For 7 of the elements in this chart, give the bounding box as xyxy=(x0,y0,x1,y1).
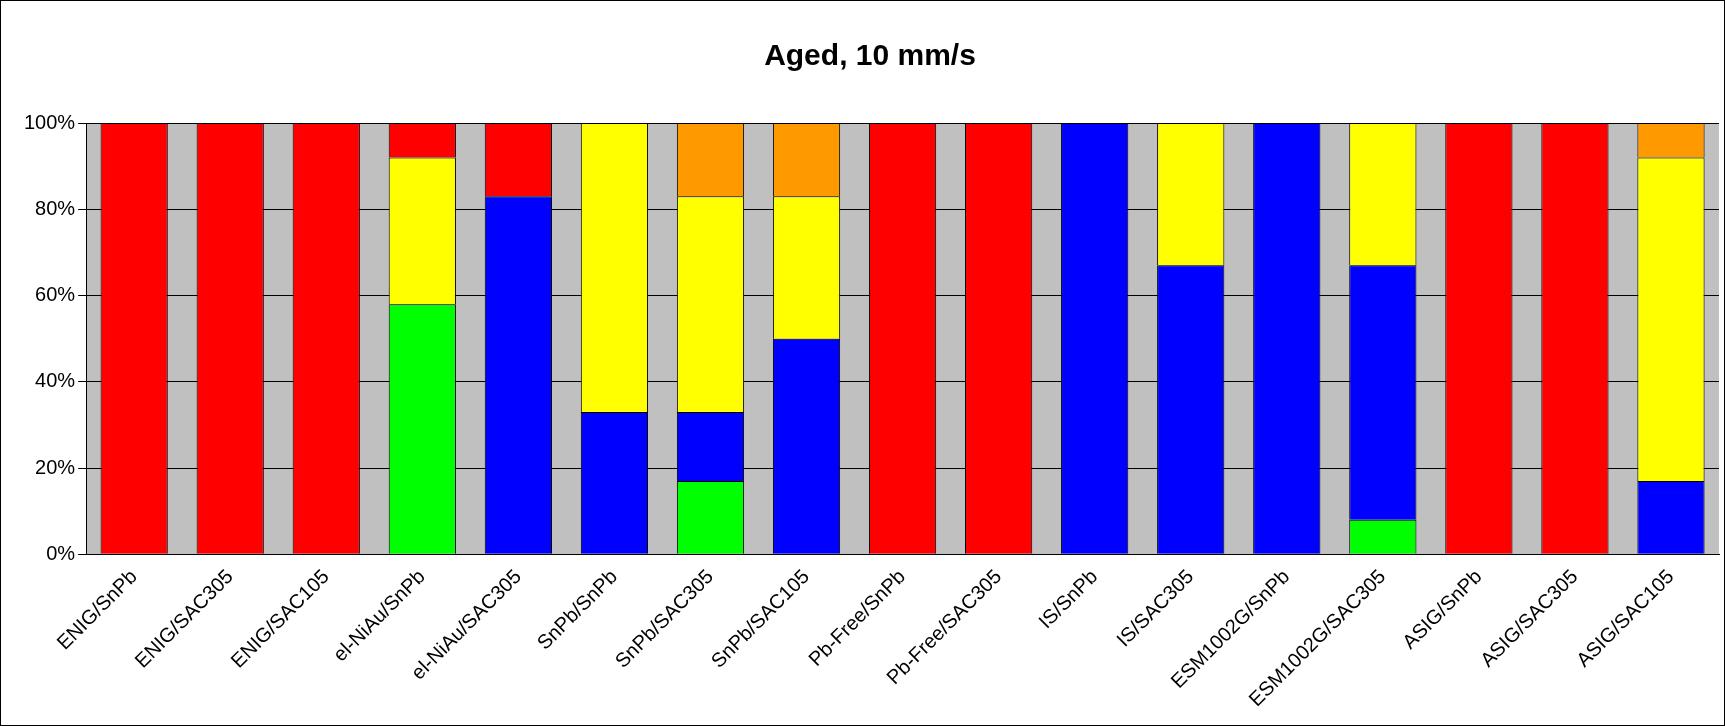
y-tick-label: 60% xyxy=(35,283,76,306)
y-tick-label: 0% xyxy=(46,541,76,564)
y-tick-label: 40% xyxy=(35,369,76,392)
y-tick-label: 20% xyxy=(35,455,76,478)
chart-title: Aged, 10 mm/s xyxy=(764,38,976,72)
y-tick-label: 80% xyxy=(35,196,76,219)
y-tick-label: 100% xyxy=(24,110,76,133)
